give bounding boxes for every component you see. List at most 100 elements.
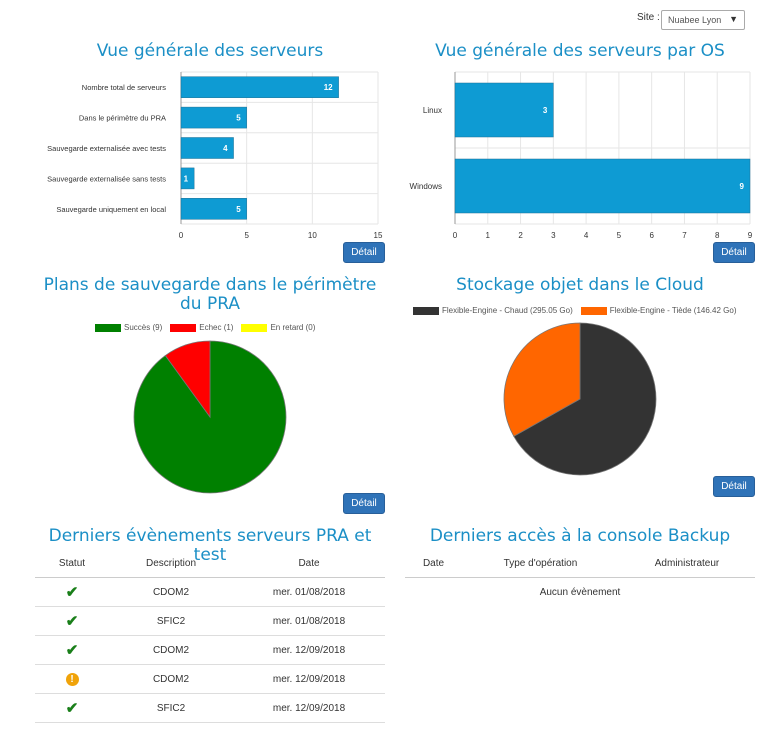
os-detail-button[interactable]: Détail <box>713 242 755 263</box>
bar-value-label: 3 <box>543 106 548 115</box>
legend-label: Flexible-Engine - Chaud (295.05 Go) <box>442 306 573 315</box>
x-tick-label: 1 <box>486 231 491 240</box>
x-tick-label: 10 <box>308 231 317 240</box>
plans-legend: Succès (9) Echec (1) En retard (0) <box>95 323 323 332</box>
servers-detail-button[interactable]: Détail <box>343 242 385 263</box>
events-col-date: Date <box>233 550 385 578</box>
legend-label: Echec (1) <box>199 323 234 332</box>
legend-label: Succès (9) <box>124 323 163 332</box>
category-label: Dans le périmètre du PRA <box>79 114 166 123</box>
x-tick-label: 5 <box>617 231 622 240</box>
category-label: Windows <box>410 182 442 191</box>
x-tick-label: 9 <box>748 231 753 240</box>
event-description: CDOM2 <box>109 664 233 694</box>
event-description: SFIC2 <box>109 606 233 636</box>
table-row: ✔ CDOM2 mer. 12/09/2018 <box>35 635 385 665</box>
pie-slice <box>513 322 657 476</box>
check-icon: ✔ <box>35 693 109 723</box>
bar-value-label: 1 <box>184 174 189 183</box>
plans-pie-chart <box>133 340 287 494</box>
bar-value-label: 5 <box>236 114 241 123</box>
check-icon: ✔ <box>35 577 109 607</box>
storage-panel-title: Stockage objet dans le Cloud <box>456 275 704 295</box>
dropdown-arrow-icon: ▼ <box>729 14 738 24</box>
pie-slice <box>503 322 581 437</box>
event-date: mer. 12/09/2018 <box>233 635 385 665</box>
storage-pie-chart <box>503 322 657 476</box>
x-tick-label: 15 <box>374 231 383 240</box>
bar-value-label: 5 <box>236 205 241 214</box>
legend-label: En retard (0) <box>270 323 316 332</box>
table-row: ✔ CDOM2 mer. 01/08/2018 <box>35 577 385 607</box>
access-table: Date Type d'opération Administrateur Auc… <box>405 550 755 606</box>
category-label: Linux <box>423 106 442 115</box>
storage-legend: Flexible-Engine - Chaud (295.05 Go) Flexi… <box>413 306 744 315</box>
legend-item: Flexible-Engine - Chaud (295.05 Go) <box>413 306 573 315</box>
storage-detail-button[interactable]: Détail <box>713 476 755 497</box>
access-empty-message: Aucun évènement <box>539 586 621 598</box>
event-date: mer. 01/08/2018 <box>233 606 385 636</box>
access-panel-title: Derniers accès à la console Backup <box>429 526 731 546</box>
legend-swatch <box>95 323 121 332</box>
event-date: mer. 01/08/2018 <box>233 577 385 607</box>
x-tick-label: 3 <box>551 231 556 240</box>
x-tick-label: 8 <box>715 231 720 240</box>
x-tick-label: 0 <box>453 231 458 240</box>
table-row: ✔ SFIC2 mer. 01/08/2018 <box>35 606 385 636</box>
bar <box>180 106 247 129</box>
legend-item: Succès (9) <box>95 323 162 332</box>
event-description: CDOM2 <box>109 635 233 665</box>
site-select-value: Nuabee Lyon <box>668 15 722 25</box>
bar <box>180 137 234 159</box>
site-select[interactable]: Nuabee Lyon ▼ <box>661 10 745 30</box>
x-tick-label: 6 <box>649 231 654 240</box>
event-description: SFIC2 <box>109 693 233 723</box>
bar <box>180 76 339 98</box>
plans-panel-title: Plans de sauvegarde dans le périmètre du… <box>43 275 377 314</box>
access-col-admin: Administrateur <box>619 550 755 578</box>
legend-swatch <box>580 306 607 315</box>
category-label: Sauvegarde externalisée avec tests <box>47 144 166 153</box>
servers-panel-title: Vue générale des serveurs <box>96 41 324 61</box>
plans-detail-button[interactable]: Détail <box>343 493 385 514</box>
x-tick-label: 2 <box>518 231 523 240</box>
bar <box>454 158 751 214</box>
os-bar-chart: 0 1 2 3 4 5 6 7 8 9 Linux 3 Windows 9 <box>410 71 753 240</box>
legend-label: Flexible-Engine - Tiède (146.42 Go) <box>609 306 737 315</box>
check-icon: ✔ <box>35 635 109 665</box>
check-icon: ✔ <box>35 606 109 636</box>
x-tick-label: 4 <box>584 231 589 240</box>
x-tick-label: 0 <box>179 231 184 240</box>
events-col-description: Description <box>109 550 233 578</box>
access-col-date: Date <box>405 550 462 578</box>
events-table: Statut Description Date ✔ CDOM2 mer. 01/08… <box>35 550 385 723</box>
bar <box>180 167 195 190</box>
table-row: ✔ SFIC2 mer. 12/09/2018 <box>35 693 385 723</box>
access-col-operation: Type d'opération <box>462 550 619 578</box>
legend-item: Echec (1) <box>170 323 233 332</box>
bar <box>180 198 247 220</box>
x-tick-label: 5 <box>244 231 249 240</box>
event-date: mer. 12/09/2018 <box>233 664 385 694</box>
bar <box>454 82 554 138</box>
bar-value-label: 9 <box>740 182 745 191</box>
bar-value-label: 4 <box>223 144 228 153</box>
category-label: Sauvegarde externalisée sans tests <box>47 174 166 183</box>
pie-slice <box>164 340 211 419</box>
event-date: mer. 12/09/2018 <box>233 693 385 723</box>
table-row: ! CDOM2 mer. 12/09/2018 <box>35 664 385 694</box>
events-col-status: Statut <box>35 550 109 578</box>
warning-icon: ! <box>35 664 109 694</box>
site-label: Site : <box>637 12 660 23</box>
legend-swatch <box>170 323 197 332</box>
x-tick-label: 7 <box>682 231 687 240</box>
category-label: Nombre total de serveurs <box>82 83 166 92</box>
os-panel-title: Vue générale des serveurs par OS <box>435 41 725 61</box>
category-label: Sauvegarde uniquement en local <box>56 205 166 214</box>
event-description: CDOM2 <box>109 577 233 607</box>
legend-item: Flexible-Engine - Tiède (146.42 Go) <box>580 306 737 315</box>
legend-swatch <box>413 306 439 315</box>
bar-value-label: 12 <box>324 83 333 92</box>
legend-item: En retard (0) <box>241 323 315 332</box>
